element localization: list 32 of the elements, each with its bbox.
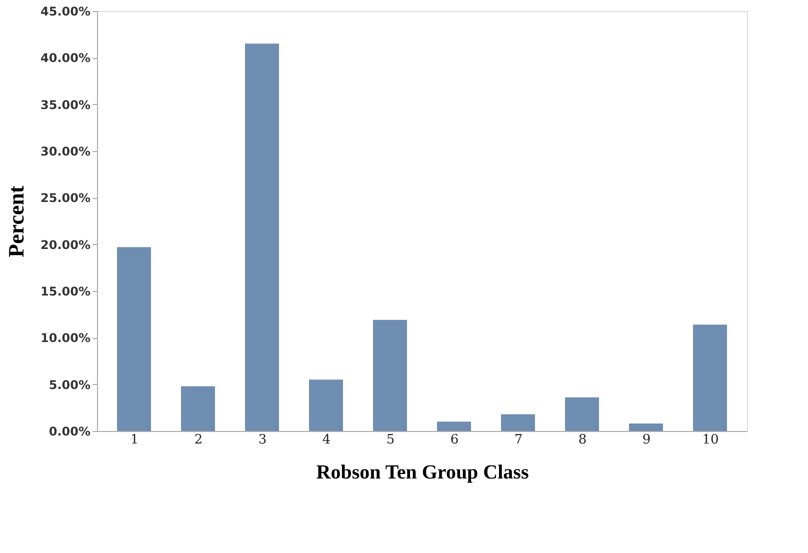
y-tick-label: 40.00% bbox=[40, 51, 90, 66]
y-tick-label: 15.00% bbox=[40, 284, 90, 298]
y-tick-label: 0.00% bbox=[48, 424, 90, 438]
y-tick-label: 10.00% bbox=[40, 331, 90, 346]
x-tick-label: 4 bbox=[322, 432, 331, 448]
bar bbox=[245, 44, 279, 431]
bar bbox=[117, 247, 151, 431]
x-tick-label: 5 bbox=[386, 432, 395, 448]
bar bbox=[373, 320, 407, 431]
x-axis-title: Robson Ten Group Class bbox=[316, 462, 529, 484]
bar bbox=[181, 386, 215, 431]
bar bbox=[309, 380, 343, 431]
x-tick-label: 6 bbox=[450, 432, 459, 448]
y-tick-label: 30.00% bbox=[40, 144, 90, 158]
bar bbox=[501, 414, 535, 431]
x-tick-label: 9 bbox=[642, 432, 651, 448]
y-tick-label: 35.00% bbox=[40, 98, 90, 112]
y-tick-label: 20.00% bbox=[40, 238, 90, 252]
y-tick-label: 5.00% bbox=[48, 378, 90, 392]
x-tick-label: 10 bbox=[702, 432, 719, 448]
y-tick-label: 45.00% bbox=[40, 4, 90, 18]
y-axis-title: Percent bbox=[4, 185, 29, 258]
x-tick-label: 3 bbox=[258, 432, 267, 448]
x-tick-label: 7 bbox=[514, 432, 523, 448]
bar bbox=[629, 424, 663, 431]
x-tick-label: 8 bbox=[578, 432, 587, 448]
bar bbox=[565, 397, 599, 431]
x-tick-label: 2 bbox=[194, 432, 203, 448]
bar bbox=[437, 422, 471, 431]
bar bbox=[693, 324, 727, 431]
y-tick-label: 25.00% bbox=[40, 191, 90, 206]
x-tick-label: 1 bbox=[130, 432, 139, 448]
